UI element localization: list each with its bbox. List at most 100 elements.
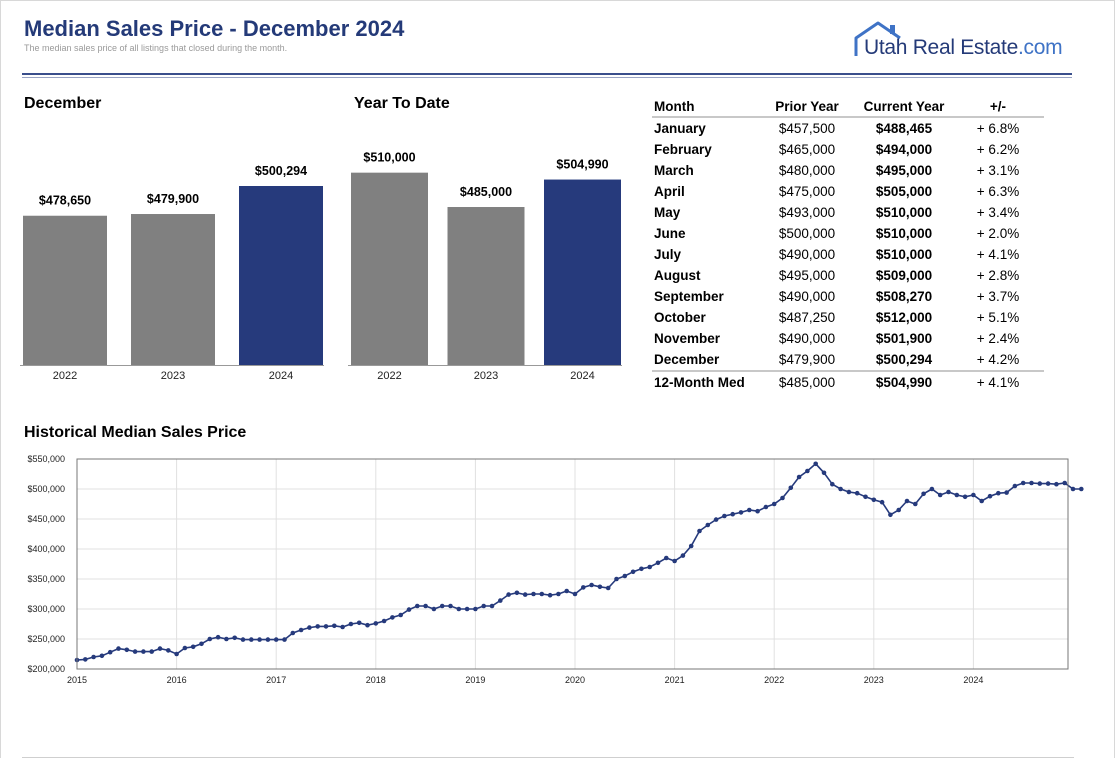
current-year-cell: $512,000 — [875, 310, 933, 325]
data-point — [705, 522, 711, 528]
change-cell: + 6.2% — [976, 142, 1020, 157]
data-point — [664, 555, 669, 561]
data-point — [863, 494, 868, 500]
plot-border — [76, 458, 1069, 670]
month-cell: January — [654, 121, 706, 136]
table-row: January $457,500 $488,465 + 6.8% — [652, 117, 1044, 139]
data-point — [1079, 486, 1084, 492]
data-point — [738, 510, 744, 515]
header-rule-thin — [22, 77, 1072, 78]
data-point — [830, 481, 835, 487]
total-prior-cell: $485,000 — [758, 370, 856, 393]
prior-year-cell: $490,000 — [778, 289, 836, 304]
data-point — [763, 504, 769, 510]
prior-year-cell: $479,900 — [778, 352, 836, 367]
data-point — [506, 592, 511, 597]
data-point — [141, 649, 146, 654]
col-change: +/- — [952, 96, 1044, 118]
data-point — [813, 461, 818, 467]
data-point — [481, 603, 487, 609]
header-rule — [22, 73, 1072, 75]
prior-year-cell: $465,000 — [778, 142, 836, 157]
total-change-cell: + 4.1% — [952, 370, 1044, 393]
december-bar-chart: $478,650 2022 $479,900 2023 $500,294 2024 — [20, 164, 324, 380]
data-point — [473, 606, 478, 612]
data-point — [149, 649, 154, 654]
x-tick-label: 2017 — [266, 675, 286, 685]
data-point — [464, 606, 470, 612]
data-point — [315, 624, 321, 629]
data-point — [755, 508, 760, 514]
data-point — [979, 498, 984, 504]
data-point — [904, 498, 910, 504]
data-point — [946, 489, 951, 495]
current-year-cell: $488,465 — [875, 121, 933, 136]
data-point — [124, 647, 130, 653]
data-point — [423, 603, 428, 609]
data-point — [913, 501, 918, 507]
y-tick-label: $550,000 — [27, 454, 65, 464]
utah-real-estate-logo[interactable]: Utah Real Estate.com — [852, 20, 1072, 64]
data-point — [323, 624, 329, 629]
bar-value-label: $478,650 — [39, 194, 91, 208]
x-tick-label: 2023 — [161, 370, 185, 380]
change-cell: + 4.1% — [976, 247, 1020, 262]
y-tick-label: $400,000 — [27, 544, 65, 554]
month-cell: December — [654, 352, 720, 367]
data-point — [929, 486, 935, 492]
data-point — [747, 507, 752, 513]
data-point — [174, 651, 179, 657]
x-tick-label: 2024 — [269, 370, 293, 380]
data-point — [199, 641, 204, 647]
col-month: Month — [652, 96, 754, 118]
current-year-cell: $505,000 — [875, 184, 933, 199]
data-point — [937, 492, 943, 498]
y-tick-label: $250,000 — [27, 634, 65, 644]
prior-year-cell: $487,250 — [778, 310, 836, 325]
x-tick-label: 2021 — [665, 675, 685, 685]
data-point — [431, 606, 437, 612]
y-tick-label: $450,000 — [27, 514, 65, 524]
month-cell: November — [654, 331, 721, 346]
change-cell: + 6.3% — [976, 184, 1020, 199]
current-year-cell: $510,000 — [875, 205, 933, 220]
change-cell: + 2.4% — [976, 331, 1020, 346]
data-point — [539, 591, 545, 597]
data-point — [215, 634, 221, 640]
bar-value-label: $479,900 — [147, 192, 199, 206]
month-cell: October — [654, 310, 706, 325]
data-point — [954, 492, 960, 498]
data-point — [846, 489, 852, 495]
data-point — [273, 637, 279, 642]
current-year-cell: $501,900 — [875, 331, 933, 346]
table-row: July $490,000 $510,000 + 4.1% — [652, 244, 1044, 265]
table-row: August $495,000 $509,000 + 2.8% — [652, 265, 1044, 286]
data-point — [1037, 481, 1043, 486]
prior-year-cell: $490,000 — [778, 331, 836, 346]
prior-year-cell: $457,500 — [778, 121, 836, 136]
page-title: Median Sales Price - December 2024 — [24, 16, 405, 41]
data-point — [531, 591, 536, 597]
x-tick-label: 2019 — [465, 675, 485, 685]
data-point — [838, 486, 843, 492]
logo-text: Utah Real Estate.com — [864, 36, 1063, 60]
data-point — [489, 603, 495, 609]
data-point — [307, 625, 312, 630]
data-point — [622, 573, 628, 579]
current-year-cell: $510,000 — [875, 226, 933, 241]
data-point — [514, 590, 520, 596]
data-point — [971, 492, 976, 498]
data-point — [182, 645, 188, 651]
data-point — [581, 585, 586, 590]
total-label-cell: 12-Month Med — [652, 370, 754, 393]
current-year-cell: $495,000 — [875, 163, 933, 178]
data-point — [680, 553, 686, 558]
data-point — [597, 584, 603, 590]
change-cell: + 5.1% — [976, 310, 1020, 325]
bar-2024 — [239, 186, 323, 365]
data-point — [630, 569, 636, 575]
data-point — [921, 491, 926, 497]
data-point — [522, 592, 528, 597]
x-tick-label: 2022 — [53, 370, 77, 380]
y-tick-label: $500,000 — [27, 484, 65, 494]
